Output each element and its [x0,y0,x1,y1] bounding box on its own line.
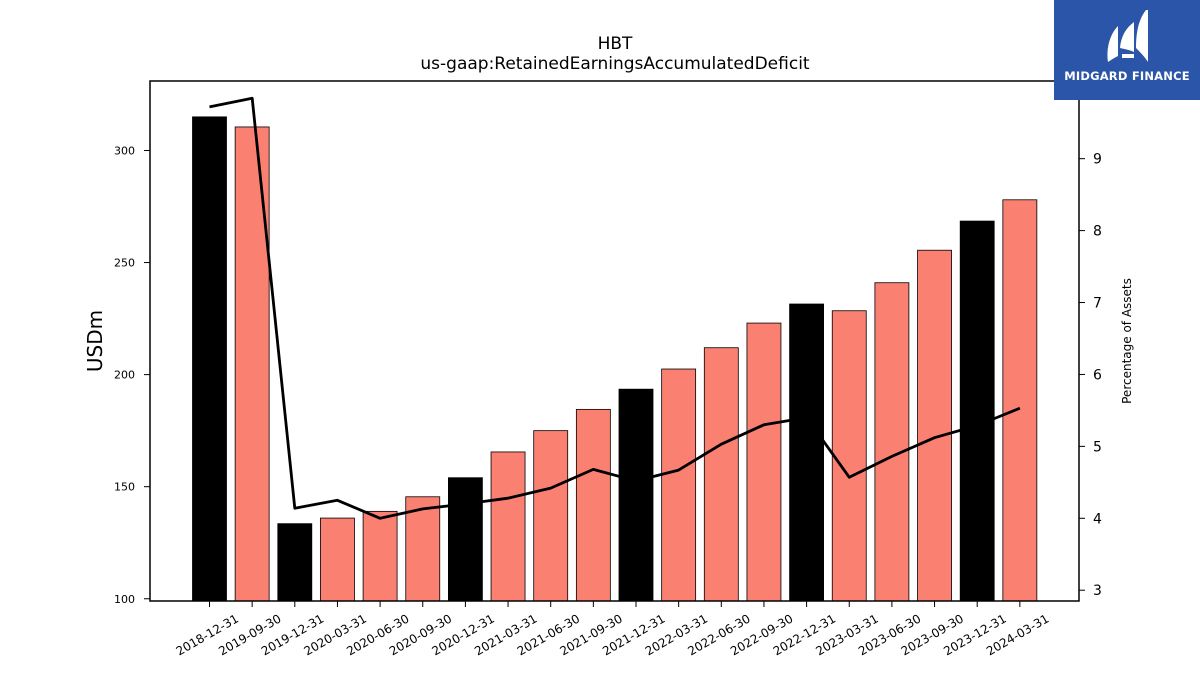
y-tick-label: 200 [114,369,135,382]
logo-text: MIDGARD FINANCE [1064,69,1190,83]
y-tick-label: 100 [114,593,135,606]
y-tick-label: 150 [114,481,135,494]
y-tick-label: 300 [114,144,135,157]
bar-2020-09-30 [405,496,441,602]
bar-2022-09-30 [746,322,782,602]
chart-subtitle: us-gaap:RetainedEarningsAccumulatedDefic… [420,54,810,74]
y2-tick-label: 5 [1093,439,1102,455]
bar-2019-12-31 [277,523,313,602]
y-tick-label: 250 [114,257,135,270]
percentage-of-assets-line [209,96,1021,520]
bar-2021-12-31 [618,388,654,602]
bar-2020-12-31 [447,477,483,602]
x-axis: 2018-12-312019-09-302019-12-312020-03-31… [174,601,1051,658]
y2-tick-label: 3 [1093,583,1102,599]
y2-axis-label: Percentage of Assets [1120,278,1134,404]
bar-2020-06-30 [362,510,398,602]
percentage-line-series [209,96,1021,520]
bar-2024-03-31 [1002,199,1038,602]
chart-title: HBT [598,34,633,54]
y-axis-left: 100 150 200 250 300 [114,144,150,606]
bar-2023-12-31 [959,220,995,602]
bar-2023-09-30 [917,249,952,602]
bar-2022-12-31 [789,303,824,602]
bar-2021-06-30 [533,430,569,602]
y2-tick-label: 7 [1093,296,1102,312]
y-axis-label: USDm [83,310,107,372]
bar-2022-03-31 [661,368,697,602]
midgard-finance-logo: MIDGARD FINANCE [1054,0,1200,100]
midgard-logo-icon [1107,10,1148,62]
y2-tick-label: 9 [1093,152,1102,168]
bar-2021-09-30 [575,408,611,602]
bar-2023-03-31 [831,310,867,602]
y2-tick-label: 6 [1093,367,1102,383]
y2-tick-label: 4 [1093,511,1102,527]
bar-2020-03-31 [320,517,355,602]
y2-tick-label: 8 [1093,224,1102,240]
bar-2022-06-30 [703,347,739,602]
bar-2019-09-30 [234,126,270,602]
plot-frame [149,80,1080,602]
bar-2018-12-31 [192,116,227,602]
y-axis-right: 3 4 5 6 7 8 9 [1079,152,1102,599]
bar-2023-06-30 [874,282,910,602]
bar-2021-03-31 [490,451,526,602]
bar-series [192,116,1038,602]
